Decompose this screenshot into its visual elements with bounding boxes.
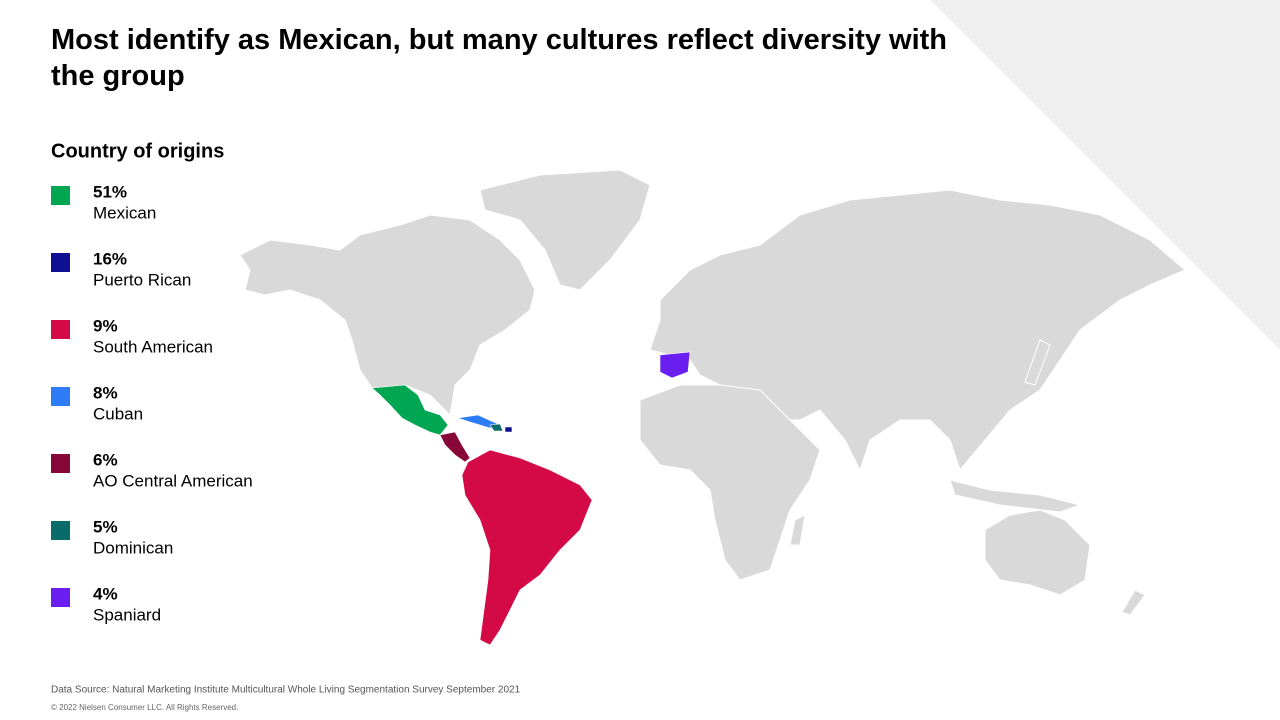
region — [461, 449, 593, 646]
legend-label: Mexican — [93, 203, 156, 222]
indonesia — [949, 479, 1082, 513]
region — [439, 431, 471, 463]
legend-value: 6% — [93, 450, 118, 469]
legend-label: South American — [93, 337, 213, 356]
legend-label: Spaniard — [93, 605, 161, 624]
legend-title: Country of origins — [51, 140, 224, 162]
title: Most identify as Mexican, but many cultu… — [51, 24, 947, 92]
copyright: © 2022 Nielsen Consumer LLC. All Rights … — [51, 703, 238, 712]
regions — [371, 351, 691, 646]
legend-swatch — [51, 320, 70, 339]
legend-value: 4% — [93, 584, 118, 603]
legend-label: Dominican — [93, 538, 173, 557]
legend-swatch — [51, 253, 70, 272]
greenland — [479, 169, 651, 291]
australia — [984, 509, 1091, 596]
legend-label: AO Central American — [93, 471, 253, 490]
legend-value: 5% — [93, 517, 118, 536]
japan — [1024, 339, 1051, 386]
madagascar — [789, 514, 806, 546]
source: Data Source: Natural Marketing Institute… — [51, 685, 521, 696]
legend-value: 51% — [93, 182, 127, 201]
legend-value: 16% — [93, 249, 127, 268]
legend-swatch — [51, 454, 70, 473]
legend-label: Cuban — [93, 404, 143, 423]
region — [659, 351, 691, 379]
world-map — [239, 169, 1186, 616]
legend-value: 9% — [93, 316, 118, 335]
decor — [930, 0, 1280, 350]
legend-swatch — [51, 186, 70, 205]
north-america — [239, 214, 536, 417]
legend-swatch — [51, 521, 70, 540]
region — [504, 426, 513, 433]
legend-swatch — [51, 588, 70, 607]
region — [489, 423, 504, 432]
legend-value: 8% — [93, 383, 118, 402]
new-zealand — [1121, 589, 1146, 616]
africa — [639, 384, 821, 581]
legend-label: Puerto Rican — [93, 270, 191, 289]
legend: 51% Mexican 16% Puerto Rican 9% South America… — [51, 182, 253, 624]
legend-swatch — [51, 387, 70, 406]
